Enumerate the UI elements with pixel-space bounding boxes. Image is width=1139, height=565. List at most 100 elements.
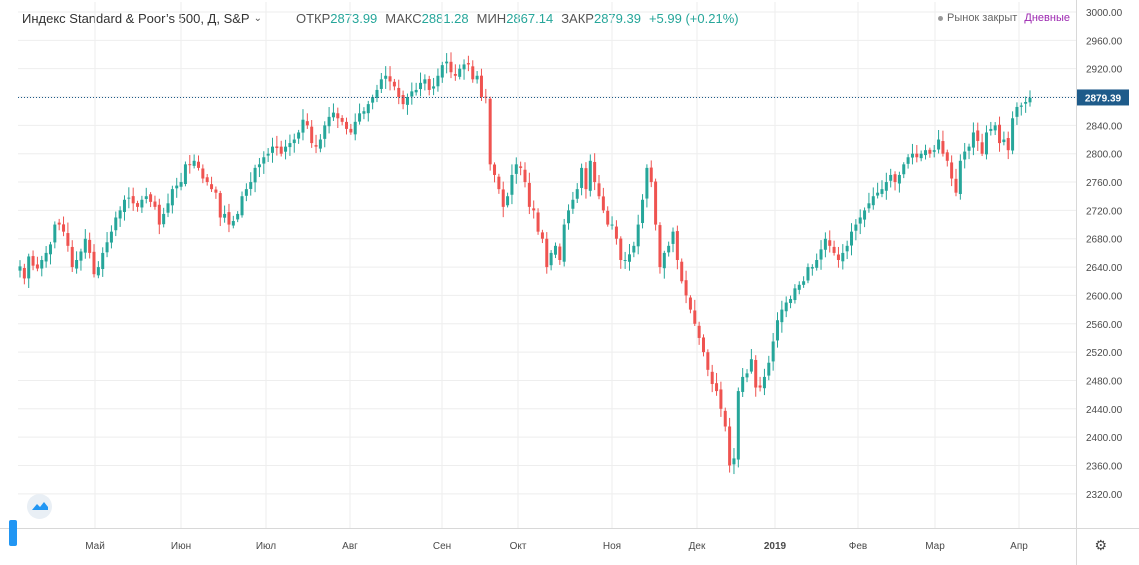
candle [815,253,819,271]
candle-body [192,160,196,166]
candle-body [75,260,79,269]
gear-icon[interactable]: ⚙ [1094,537,1107,553]
close-value: 2879.39 [593,11,641,26]
candle [919,150,923,162]
candle [871,187,875,210]
candle [1002,131,1006,146]
candle [1019,102,1023,116]
symbol-title[interactable]: Индекс Standard & Poor’s 500, Д, S&P [22,11,250,26]
candle [192,154,196,169]
candle-body [70,246,74,268]
grid [18,2,1076,528]
candle [754,355,758,397]
candle-body [501,189,505,207]
candle [810,264,814,276]
candle [532,200,536,219]
y-tick-label: 2520.00 [1086,348,1123,359]
candle [388,66,392,91]
candle [1011,111,1015,155]
candle [318,134,322,153]
candle-body [841,252,845,262]
candle [706,349,710,377]
candle [214,186,218,199]
candle [35,256,39,272]
candle [479,68,483,101]
candle [53,221,57,249]
candle [836,246,840,268]
x-tick-label: Фев [849,541,867,552]
candle [423,74,427,91]
last-price-label: 2879.39 [1085,93,1122,104]
candle [536,208,540,235]
candle [66,222,70,252]
candle-body [950,162,954,179]
candle-body [810,267,814,269]
candle-body [880,189,884,194]
candle-body [593,161,597,183]
candle-body [684,280,688,296]
candle [179,172,183,191]
candle [562,218,566,267]
candle [327,107,331,134]
candle [75,251,79,274]
candle-body [397,87,401,98]
candle-body [915,153,919,158]
candle [675,225,679,270]
candle-body [693,310,697,324]
candle-body [131,196,135,204]
status-dot-icon [938,15,943,21]
candle [405,93,409,115]
candle-body [723,410,727,427]
candle [284,139,288,160]
candle-body [645,167,649,199]
candle [114,211,118,237]
candle-body [636,224,640,247]
tradingview-logo-icon[interactable] [27,494,52,519]
candle [854,219,858,241]
candle-body [275,146,279,149]
x-tick-label: Апр [1010,541,1028,552]
chevron-down-icon[interactable]: ⌄ [253,13,262,24]
candle [606,206,610,227]
candle-body [850,231,854,246]
candle [980,133,984,157]
candle-body [214,189,218,193]
candle-body [301,119,305,133]
candle [88,232,92,259]
candle [292,133,296,153]
candle-body [379,79,383,89]
candle-body [1015,106,1019,117]
candle [401,90,405,110]
candle [806,263,810,284]
candle-body [340,117,344,122]
candle-body [401,95,405,105]
candle [649,160,653,188]
candle-body [471,66,475,80]
x-tick-label: Сен [433,541,451,552]
candle-body [963,151,967,160]
candle-body [284,146,288,152]
candle-body [122,199,126,212]
candle-body [236,213,240,220]
candle-body [575,189,579,199]
chart-header: Индекс Standard & Poor’s 500, Д, S&P ⌄ О… [22,11,739,26]
candle [593,153,597,191]
candle-body [140,199,144,208]
open-value: 2873.99 [330,11,378,26]
candle-body [889,174,893,181]
candle [449,52,453,79]
candle [136,200,140,212]
candle-body [488,98,492,165]
candle [345,117,349,135]
side-panel-handle[interactable] [9,520,17,546]
x-tick-label: Дек [689,541,706,552]
candle [902,162,906,179]
candle-body [105,242,109,253]
y-tick-label: 2920.00 [1086,65,1123,76]
candle [514,157,518,184]
candle-body [249,182,253,189]
interval-label[interactable]: Дневные [1024,12,1070,24]
candle-body [836,254,840,260]
candle-body [710,371,714,384]
